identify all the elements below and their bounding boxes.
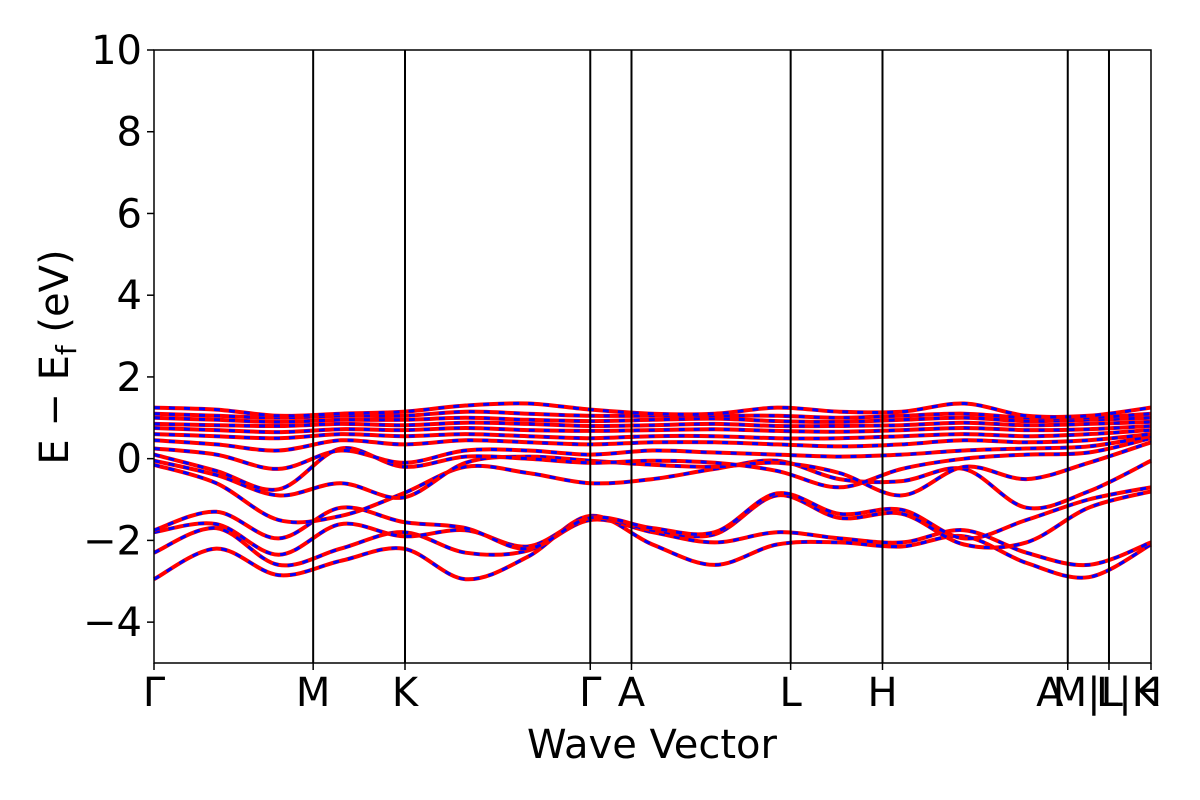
x-ticks: Γ M K Γ A L H AM|LL|KH — [143, 663, 1162, 716]
y-tick-label: 4 — [117, 273, 142, 319]
x-tick-label: Γ — [143, 670, 166, 716]
y-tick-label: 6 — [117, 191, 142, 237]
kpoint-lines — [312, 50, 1110, 663]
x-tick-label: L — [780, 670, 803, 716]
x-tick-label: M|L — [1053, 670, 1124, 716]
y-axis-label-tail: (eV) — [32, 249, 78, 345]
x-axis-label: Wave Vector — [527, 722, 778, 768]
y-axis-label-sub: f — [50, 344, 83, 355]
y-tick-label: 0 — [117, 437, 142, 483]
x-tick-label: H — [867, 670, 897, 716]
x-tick-label: A — [618, 670, 646, 716]
y-tick-label: −2 — [83, 518, 142, 564]
x-tick-label: K — [392, 670, 420, 716]
band-line-spin-up — [153, 440, 1152, 500]
band-line-spin-down — [153, 514, 1152, 581]
y-tick-label: 10 — [91, 28, 142, 74]
x-tick-label: H — [1132, 670, 1162, 716]
x-tick-label: M — [296, 670, 331, 716]
y-tick-label: −4 — [83, 600, 142, 646]
band-line-spin-down — [153, 489, 1152, 557]
plot-frame — [153, 49, 1152, 664]
band-line-spin-down — [153, 428, 1152, 440]
band-line-spin-down — [153, 432, 1152, 453]
band-line-spin-down — [153, 458, 1152, 524]
x-tick-label: L|K — [1096, 670, 1160, 716]
y-ticks: −4 −2 0 2 4 6 8 10 — [83, 28, 154, 646]
y-axis-label: E − Ef (eV) — [32, 249, 83, 464]
band-line-spin-down — [153, 434, 1152, 471]
band-line-spin-down — [153, 424, 1152, 434]
y-axis-label-main: E − E — [32, 355, 78, 465]
x-tick-label: Γ — [579, 670, 602, 716]
x-tick-label: A — [1036, 670, 1064, 716]
y-tick-label: 2 — [117, 355, 142, 401]
band-line-spin-down — [153, 436, 1152, 492]
band-line-spin-down — [153, 485, 1152, 551]
bands-layer — [153, 401, 1152, 582]
band-line-spin-down — [153, 401, 1152, 419]
band-line-spin-down — [153, 416, 1152, 424]
band-line-spin-up — [153, 485, 1152, 551]
y-tick-label: 8 — [117, 110, 142, 156]
band-line-spin-down — [153, 420, 1152, 428]
